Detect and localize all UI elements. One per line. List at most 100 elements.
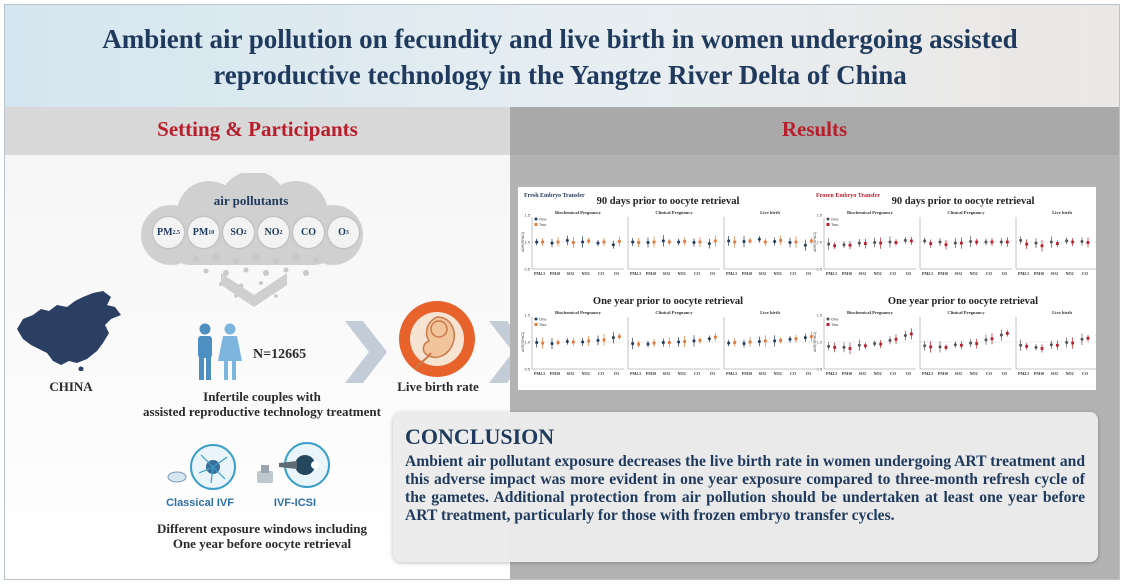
point-estimate [617, 240, 621, 243]
x-tick-label: PM2.5 [922, 271, 933, 276]
point-estimate [903, 238, 907, 242]
x-tick-label: O3 [906, 371, 911, 376]
fresh-transfer-label: Fresh Embryo Transfer [524, 193, 585, 199]
point-estimate [757, 339, 761, 343]
sample-size: N=12665 [253, 347, 307, 362]
point-estimate [1065, 239, 1069, 243]
x-tick-label: NO2 [970, 371, 978, 376]
y-tick-label: 0.5 [816, 267, 822, 272]
point-estimate [611, 243, 615, 247]
y-tick-label: 1.0 [524, 240, 530, 245]
point-estimate [959, 241, 963, 245]
point-estimate [794, 240, 798, 244]
point-estimate [842, 243, 846, 247]
pollutant-subscript: 2.5 [172, 229, 181, 236]
x-tick-label: PM2.5 [826, 371, 837, 376]
period-title-fresh: 90 days prior to oocyte retrieval [597, 196, 740, 207]
point-estimate [667, 341, 671, 344]
point-estimate [1071, 341, 1075, 345]
x-tick-label: PM2.5 [826, 271, 837, 276]
frozen-transfer-label: Frozen Embryo Transfer [816, 193, 880, 199]
outcome-header: Biochemical Pregnancy [555, 310, 602, 315]
point-estimate [788, 337, 792, 341]
point-estimate [727, 239, 731, 243]
point-estimate [602, 240, 606, 244]
point-estimate [748, 340, 752, 344]
legend-marker-two [826, 323, 830, 326]
point-estimate [1086, 336, 1090, 340]
point-estimate [571, 241, 575, 244]
outcome-header: Live birth [760, 310, 780, 315]
legend-marker-one [534, 217, 538, 221]
point-estimate [661, 239, 665, 243]
outcome-header: Clinical Pregnancy [947, 310, 985, 315]
x-tick-label: PM10 [550, 371, 560, 376]
point-estimate [1080, 337, 1084, 341]
x-tick-label: NO2 [774, 271, 782, 276]
point-estimate [803, 243, 807, 247]
point-estimate [879, 241, 883, 245]
point-estimate [727, 341, 731, 345]
point-estimate [646, 241, 650, 245]
x-tick-label: PM10 [938, 371, 948, 376]
point-estimate [803, 336, 807, 340]
pollutant-subscript: 3 [345, 229, 349, 236]
point-estimate [1034, 241, 1038, 245]
point-estimate [1049, 343, 1053, 347]
point-estimate [990, 337, 994, 341]
x-tick-label: PM2.5 [726, 271, 737, 276]
x-tick-label: CO [986, 271, 992, 276]
pollutant-name: CO [301, 227, 316, 238]
embryo-icon [399, 301, 475, 377]
legend-marker-two [534, 223, 538, 226]
point-estimate [637, 241, 641, 244]
title-line-1: Ambient air pollution on fecundity and l… [102, 24, 1018, 54]
windows-line-2: One year before oocyte retrieval [172, 536, 352, 551]
header: Ambient air pollution on fecundity and l… [5, 5, 1119, 107]
y-tick-label: 0.5 [524, 267, 530, 272]
x-tick-label: O3 [710, 271, 715, 276]
point-estimate [698, 240, 702, 244]
x-tick-label: PM2.5 [534, 271, 545, 276]
y-axis-label: aOR(95%CI) [813, 332, 817, 352]
y-tick-label: 1.0 [524, 340, 530, 345]
point-estimate [975, 342, 979, 346]
pollutant-bubble: SO 2 [223, 217, 254, 248]
ivf-dish-icon [167, 444, 236, 490]
point-estimate [707, 242, 711, 246]
x-tick-label: PM10 [550, 271, 560, 276]
pollutant-bubble: PM 10 [188, 217, 219, 248]
legend-label-two: Two [539, 222, 547, 227]
point-estimate [842, 345, 846, 349]
point-estimate [999, 333, 1003, 337]
point-estimate [969, 239, 973, 243]
point-estimate [713, 335, 717, 339]
x-tick-label: CO [890, 271, 896, 276]
point-estimate [1019, 238, 1023, 242]
conclusion-box: CONCLUSION Ambient air pollutant exposur… [393, 412, 1098, 562]
point-estimate [581, 240, 585, 244]
pollutant-row: PM 2.5 PM 10 SO 2 NO 2 CO O 3 [153, 217, 363, 249]
x-tick-label: PM10 [938, 271, 948, 276]
x-tick-label: SO2 [567, 271, 574, 276]
point-estimate [611, 336, 615, 340]
outcome-header: Live birth [760, 210, 780, 215]
section-header-setting: Setting & Participants [5, 107, 510, 155]
couples-description: Infertile couples with assisted reproduc… [117, 389, 407, 419]
legend-label-two: Two [539, 322, 547, 327]
chevron-right-icon [345, 321, 387, 383]
point-estimate [757, 237, 761, 241]
x-tick-label: PM2.5 [1018, 371, 1029, 376]
point-estimate [848, 347, 852, 350]
pollutant-bubble: NO 2 [258, 217, 289, 248]
point-estimate [713, 239, 717, 243]
point-estimate [571, 340, 575, 344]
x-tick-label: SO2 [859, 271, 866, 276]
point-estimate [733, 341, 737, 344]
point-estimate [894, 337, 898, 341]
x-tick-label: SO2 [567, 371, 574, 376]
point-estimate [1055, 242, 1059, 246]
point-estimate [587, 239, 591, 243]
point-estimate [857, 343, 861, 347]
x-tick-label: CO [790, 371, 796, 376]
